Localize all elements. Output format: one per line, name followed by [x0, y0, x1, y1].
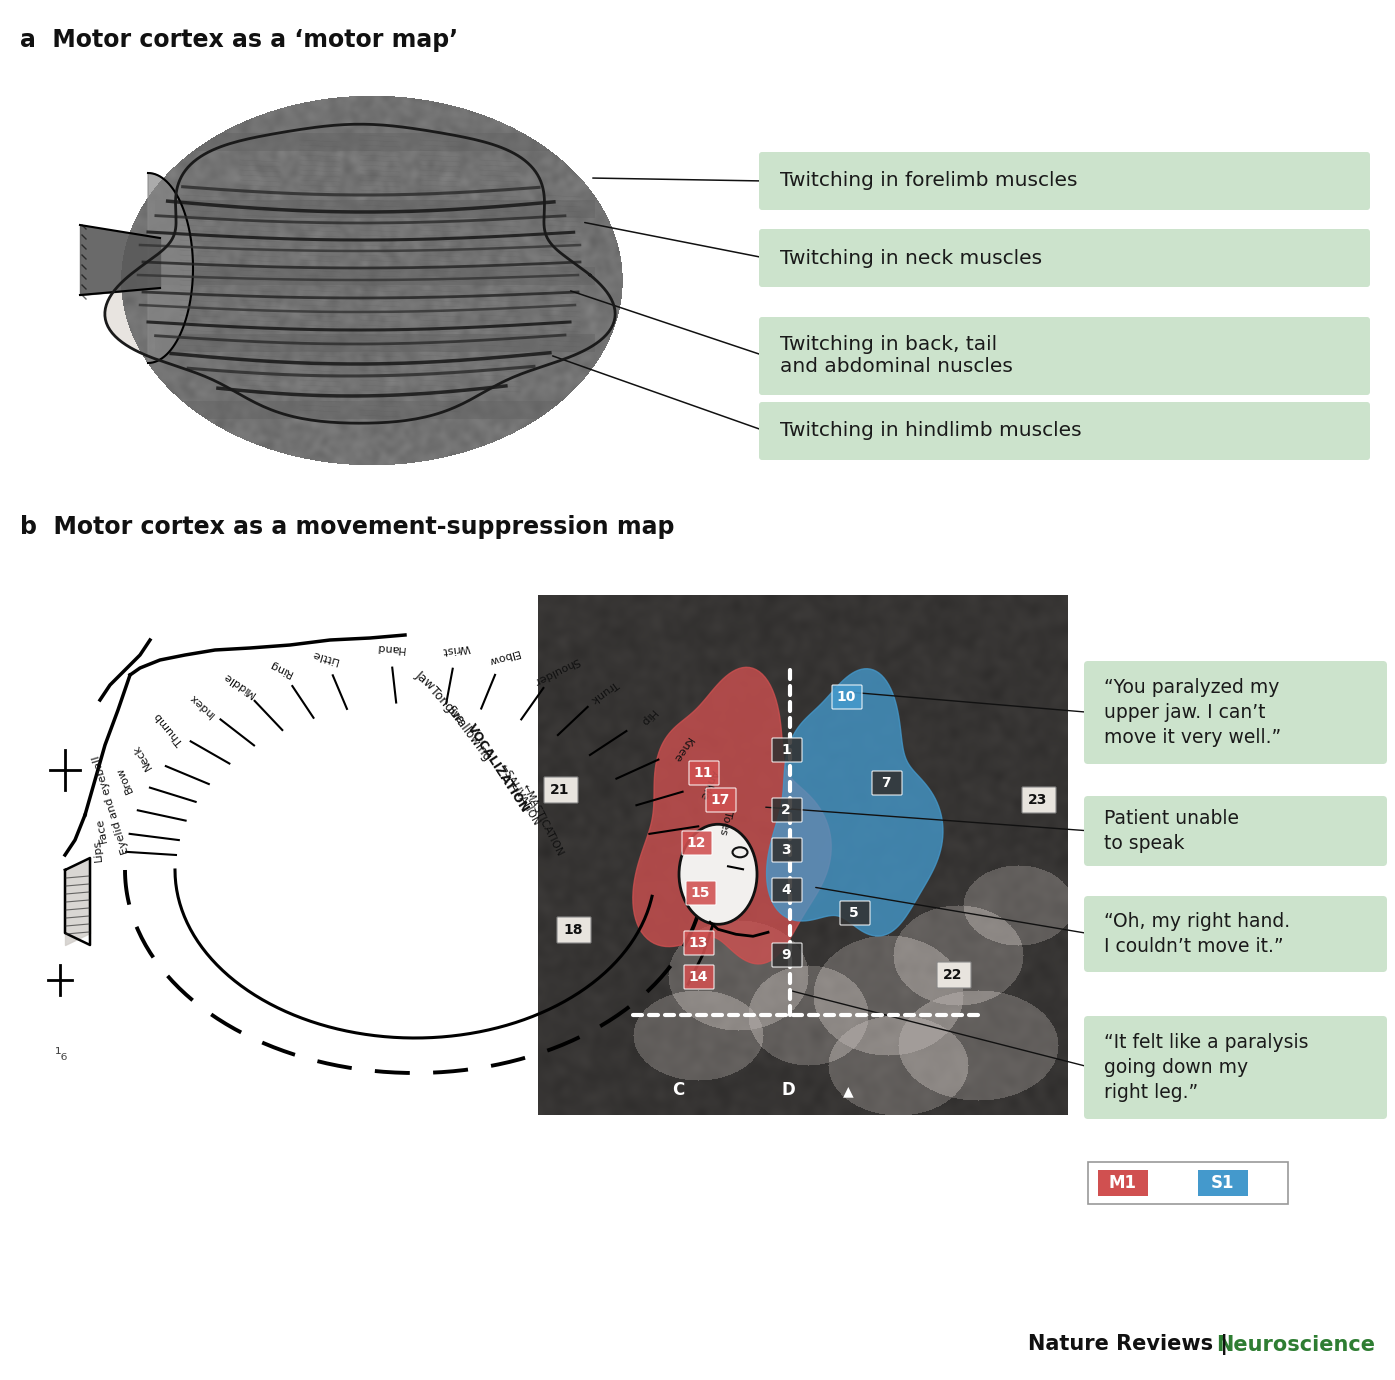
Text: 13: 13 — [688, 936, 707, 949]
FancyBboxPatch shape — [872, 771, 903, 795]
Text: ¹₆: ¹₆ — [54, 1046, 68, 1064]
Text: VOCALIZATION: VOCALIZATION — [465, 722, 531, 814]
FancyBboxPatch shape — [706, 788, 737, 811]
Text: ←SALIVATION: ←SALIVATION — [498, 762, 541, 828]
Text: 9: 9 — [781, 948, 791, 962]
Text: 1: 1 — [781, 742, 791, 758]
Polygon shape — [148, 172, 193, 363]
Text: Wrist: Wrist — [442, 643, 472, 656]
FancyBboxPatch shape — [771, 943, 802, 967]
Text: 22: 22 — [943, 967, 963, 983]
Text: ←MASTICATION: ←MASTICATION — [519, 782, 565, 858]
FancyBboxPatch shape — [840, 901, 870, 925]
FancyBboxPatch shape — [1088, 1162, 1288, 1203]
Ellipse shape — [679, 824, 757, 925]
Text: 2: 2 — [781, 803, 791, 817]
Text: ▲: ▲ — [843, 1085, 854, 1098]
Text: Face: Face — [95, 817, 109, 843]
Text: D: D — [781, 1081, 795, 1098]
Text: Neuroscience: Neuroscience — [1216, 1334, 1375, 1355]
Text: Ankle: Ankle — [698, 767, 718, 800]
FancyBboxPatch shape — [831, 684, 862, 709]
Text: Toes: Toes — [718, 809, 732, 835]
Text: 21: 21 — [550, 782, 569, 798]
FancyBboxPatch shape — [937, 962, 971, 988]
FancyBboxPatch shape — [759, 317, 1370, 395]
FancyBboxPatch shape — [771, 878, 802, 903]
Text: 23: 23 — [1028, 793, 1048, 807]
Text: Neck: Neck — [130, 741, 153, 770]
FancyBboxPatch shape — [759, 152, 1370, 210]
Text: Ring: Ring — [266, 658, 294, 678]
Text: Lips: Lips — [92, 839, 105, 861]
Text: 5: 5 — [850, 907, 859, 920]
Text: Little: Little — [310, 647, 340, 665]
Text: Brow: Brow — [114, 765, 134, 795]
Text: Twitching in neck muscles: Twitching in neck muscles — [780, 248, 1042, 268]
Text: “Oh, my right hand.
I couldn’t move it.”: “Oh, my right hand. I couldn’t move it.” — [1103, 912, 1290, 956]
Text: 18: 18 — [564, 923, 583, 937]
FancyBboxPatch shape — [771, 798, 802, 822]
Text: Jaw: Jaw — [413, 668, 438, 691]
Text: 7: 7 — [882, 776, 891, 789]
Text: M1: M1 — [1109, 1174, 1137, 1192]
Text: Twitching in back, tail
and abdominal nuscles: Twitching in back, tail and abdominal nu… — [780, 335, 1013, 377]
Text: 17: 17 — [710, 793, 730, 807]
Text: 15: 15 — [691, 886, 710, 900]
Polygon shape — [105, 124, 615, 424]
FancyBboxPatch shape — [684, 965, 714, 989]
Text: Elbow: Elbow — [485, 647, 520, 665]
Text: Hip: Hip — [638, 708, 657, 727]
Text: Trunk: Trunk — [589, 678, 619, 704]
Text: b  Motor cortex as a movement-suppression map: b Motor cortex as a movement-suppression… — [20, 515, 675, 540]
Text: Twitching in forelimb muscles: Twitching in forelimb muscles — [780, 171, 1077, 190]
Text: Thumb: Thumb — [153, 711, 186, 747]
FancyBboxPatch shape — [1084, 661, 1387, 765]
FancyBboxPatch shape — [1084, 896, 1387, 972]
Polygon shape — [633, 668, 831, 963]
Text: “It felt like a paralysis
going down my
right leg.”: “It felt like a paralysis going down my … — [1103, 1034, 1309, 1103]
Text: “You paralyzed my
upper jaw. I can’t
move it very well.”: “You paralyzed my upper jaw. I can’t mov… — [1103, 678, 1281, 747]
Text: a  Motor cortex as a ‘motor map’: a Motor cortex as a ‘motor map’ — [20, 28, 458, 52]
Text: 3: 3 — [781, 843, 791, 857]
FancyBboxPatch shape — [1198, 1170, 1249, 1196]
FancyBboxPatch shape — [557, 916, 591, 943]
Text: Shoulder: Shoulder — [531, 656, 580, 686]
Text: Nature Reviews |: Nature Reviews | — [1028, 1334, 1235, 1355]
Polygon shape — [767, 669, 943, 936]
Text: C: C — [672, 1081, 684, 1098]
FancyBboxPatch shape — [1023, 787, 1056, 813]
Text: Twitching in hindlimb muscles: Twitching in hindlimb muscles — [780, 421, 1081, 440]
FancyBboxPatch shape — [544, 777, 578, 803]
FancyBboxPatch shape — [682, 831, 711, 856]
FancyBboxPatch shape — [1084, 796, 1387, 867]
FancyBboxPatch shape — [689, 760, 718, 785]
Text: 4: 4 — [781, 883, 791, 897]
FancyBboxPatch shape — [686, 880, 716, 905]
Text: Middle: Middle — [220, 671, 257, 698]
Text: 12: 12 — [686, 836, 706, 850]
Text: Swallowing: Swallowing — [442, 702, 492, 763]
FancyBboxPatch shape — [771, 738, 802, 762]
FancyBboxPatch shape — [684, 932, 714, 955]
Text: Patient unable
to speak: Patient unable to speak — [1103, 809, 1239, 853]
FancyBboxPatch shape — [1084, 1016, 1387, 1119]
FancyBboxPatch shape — [771, 838, 802, 862]
Text: 10: 10 — [837, 690, 855, 704]
Text: Index: Index — [187, 691, 216, 719]
FancyBboxPatch shape — [759, 229, 1370, 287]
Text: Knee: Knee — [670, 734, 693, 763]
Text: Hand: Hand — [375, 642, 405, 654]
Text: Eyelid and eyeball: Eyelid and eyeball — [91, 753, 131, 856]
FancyBboxPatch shape — [759, 402, 1370, 460]
Text: S1: S1 — [1211, 1174, 1235, 1192]
Text: 11: 11 — [693, 766, 713, 780]
FancyBboxPatch shape — [1098, 1170, 1148, 1196]
Text: Tongue: Tongue — [427, 684, 467, 726]
Text: 14: 14 — [688, 970, 707, 984]
